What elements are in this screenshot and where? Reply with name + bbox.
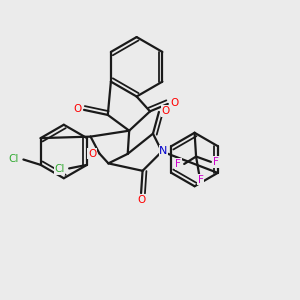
Text: Cl: Cl bbox=[54, 164, 65, 174]
Text: F: F bbox=[198, 175, 203, 185]
Text: O: O bbox=[170, 98, 178, 108]
Text: O: O bbox=[74, 104, 82, 114]
Text: F: F bbox=[175, 159, 181, 169]
Text: O: O bbox=[88, 148, 96, 159]
Text: N: N bbox=[159, 146, 168, 156]
Text: F: F bbox=[213, 157, 219, 167]
Text: O: O bbox=[137, 195, 145, 205]
Text: O: O bbox=[161, 106, 169, 116]
Text: Cl: Cl bbox=[9, 154, 19, 164]
